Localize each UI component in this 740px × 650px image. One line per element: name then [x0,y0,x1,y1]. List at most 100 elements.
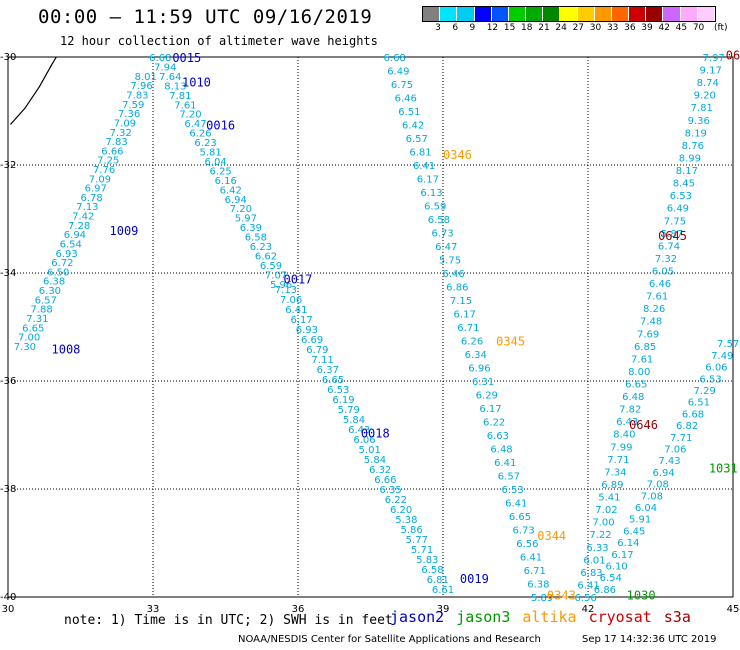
wave-height-value: 7.99 [610,442,632,453]
x-tick-label: 45 [727,604,740,615]
wave-height-value: 6.65 [22,323,44,334]
wave-height-value: 6.33 [586,543,608,554]
pass-time-label: 0015 [172,51,201,65]
wave-height-value: 7.88 [30,305,52,316]
wave-height-value: 6.46 [649,279,671,290]
wave-height-value: 8.40 [613,430,635,441]
wave-height-value: 8.76 [682,141,704,152]
wave-height-value: 8.00 [628,367,650,378]
wave-height-value: 7.07 [265,270,287,281]
colorbar-tick-label: 3 [435,23,441,33]
wave-height-value: 6.53 [670,191,692,202]
wave-height-value: 6.26 [461,337,483,348]
colorbar-swatch [526,7,544,21]
wave-height-value: 7.09 [89,174,111,185]
wave-height-value: 6.81 [427,575,449,586]
pass-time-label: 06 [726,48,740,62]
wave-height-value: 6.79 [306,345,328,356]
wave-height-value: 5.81 [199,148,221,159]
wave-height-colorbar: 3 6 9 12 15 18 21 24 27 30 33 36 39 42 45 70 (ft) [422,6,736,36]
pass-time-label: 0345 [496,335,525,349]
wave-height-value: 5.01 [359,445,381,456]
wave-height-value: 6.94 [652,468,674,479]
colorbar-tick-label: 18 [521,23,533,33]
colorbar-labels: 3 6 9 12 15 18 21 24 27 30 33 36 39 42 45 70 (ft) [422,23,736,35]
wave-height-value: 6.59 [260,261,282,272]
pass-time-label: 0346 [443,148,472,162]
colorbar-swatch [663,7,681,21]
wave-height-value: 7.13 [76,202,98,213]
wave-height-value: 6.13 [420,188,442,199]
colorbar-tick-label: 36 [624,23,636,33]
wave-height-value: 6.22 [385,495,407,506]
wave-height-value: 7.02 [595,505,617,516]
wave-height-value: 6.53 [327,385,349,396]
wave-height-value: 5.89 [531,593,553,604]
wave-height-value: 6.53 [501,485,523,496]
wave-height-value: 6.43 [616,417,638,428]
wave-height-value: 6.42 [402,121,424,132]
pass-time-label: 1008 [52,343,81,357]
pass-time-label: 1010 [182,75,211,89]
wave-height-value: 7.30 [14,342,36,353]
colorbar-swatch [457,7,475,21]
wave-height-value: 5.79 [338,405,360,416]
wave-height-value: 6.71 [524,566,546,577]
wave-height-value: 6.89 [601,480,623,491]
colorbar-swatch [646,7,664,21]
wave-height-value: 6.38 [43,277,65,288]
wave-height-value: 6.51 [688,398,710,409]
legend-item-jason2: jason2 [390,608,445,626]
colorbar-swatch [594,7,612,21]
wave-height-value: 6.17 [417,175,439,186]
wave-height-value: 6.83 [580,568,602,579]
wave-height-value: 7.31 [26,314,48,325]
wave-height-value: 7.64 [159,72,181,83]
wave-height-value: 7.61 [631,354,653,365]
wave-height-value: 6.86 [446,283,468,294]
wave-height-value: 7.61 [174,100,196,111]
footer-timestamp: Sep 17 14:32:36 UTC 2019 [582,634,717,645]
wave-height-value: 7.06 [280,295,302,306]
colorbar-swatch [611,7,630,21]
pass-time-label: 1031 [709,461,738,475]
wave-height-value: 7.32 [655,254,677,265]
wave-height-value: 5.71 [411,545,433,556]
wave-height-value: 7.36 [118,109,140,120]
wave-height-value: 9.36 [688,116,710,127]
y-tick-label: -32 [0,160,16,171]
colorbar-swatch [680,7,698,21]
pass-time-label: 1009 [110,224,139,238]
wave-height-value: 7.83 [126,91,148,102]
y-tick-label: -34 [0,268,16,279]
wave-height-value: 7.82 [619,405,641,416]
wave-height-value: 5.84 [364,455,386,466]
colorbar-unit: (ft) [714,23,728,33]
wave-height-value: 6.46 [443,269,465,280]
colorbar-swatch [543,7,561,21]
wave-height-value: 7.81 [691,103,713,114]
wave-height-value: 6.56 [516,539,538,550]
wave-height-value: 7.00 [18,333,40,344]
wave-height-value: 7.09 [114,118,136,129]
wave-height-value: 7.81 [169,91,191,102]
wave-height-value: 5.97 [235,214,257,225]
y-tick-label: -38 [0,484,16,495]
wave-height-value: 6.06 [705,363,727,374]
wave-height-value: 8.13 [164,81,186,92]
wave-height-value: 6.66 [374,475,396,486]
x-tick-label: 39 [437,604,450,615]
wave-height-value: 7.97 [703,53,725,64]
wave-height-value: 6.86 [594,585,616,596]
wave-height-value: 7.29 [694,386,716,397]
wave-height-value: 5.77 [406,535,428,546]
colorbar-swatch [560,7,578,21]
wave-height-value: 8.99 [679,153,701,164]
wave-height-value: 6.85 [634,342,656,353]
wave-height-value: 6.41 [413,161,435,172]
wave-height-value: 6.38 [527,580,549,591]
wave-height-value: 5.87 [661,229,683,240]
chart-subtitle: 12 hour collection of altimeter wave hei… [60,34,378,48]
wave-height-value: 5.86 [400,525,422,536]
